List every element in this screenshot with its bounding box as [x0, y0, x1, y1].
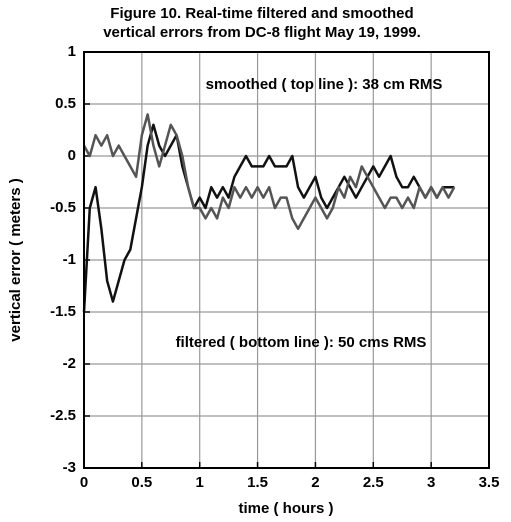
data-line	[82, 113, 456, 231]
y-tick-label: 0.5	[55, 95, 76, 112]
y-tick-label: -3	[63, 459, 76, 476]
y-tick-label: 1	[68, 43, 76, 60]
y-tick-label: 0	[68, 147, 76, 164]
x-tick-label: 0	[80, 474, 88, 491]
x-tick-label: 1.5	[247, 474, 268, 491]
y-tick-label: -0.5	[50, 199, 76, 216]
y-tick-label: -1.5	[50, 303, 76, 320]
x-tick-label: 0.5	[131, 474, 152, 491]
y-tick-label: -1	[63, 251, 76, 268]
x-tick-label: 1	[196, 474, 204, 491]
x-tick-label: 3	[427, 474, 435, 491]
x-axis-label: time ( hours )	[238, 500, 333, 517]
annotation: filtered ( bottom line ): 50 cms RMS	[176, 334, 427, 351]
plot-frame	[83, 51, 490, 469]
annotation: smoothed ( top line ): 38 cm RMS	[206, 76, 443, 93]
data-line	[82, 123, 455, 313]
chart-title: Figure 10. Real-time filtered and smooth…	[110, 5, 413, 22]
x-tick-label: 2	[311, 474, 319, 491]
x-tick-label: 3.5	[479, 474, 500, 491]
chart-title: vertical errors from DC-8 flight May 19,…	[103, 24, 421, 41]
y-tick-label: -2	[63, 355, 76, 372]
x-tick-label: 2.5	[363, 474, 384, 491]
y-tick-label: -2.5	[50, 407, 76, 424]
y-axis-label: vertical error ( meters )	[7, 178, 24, 341]
